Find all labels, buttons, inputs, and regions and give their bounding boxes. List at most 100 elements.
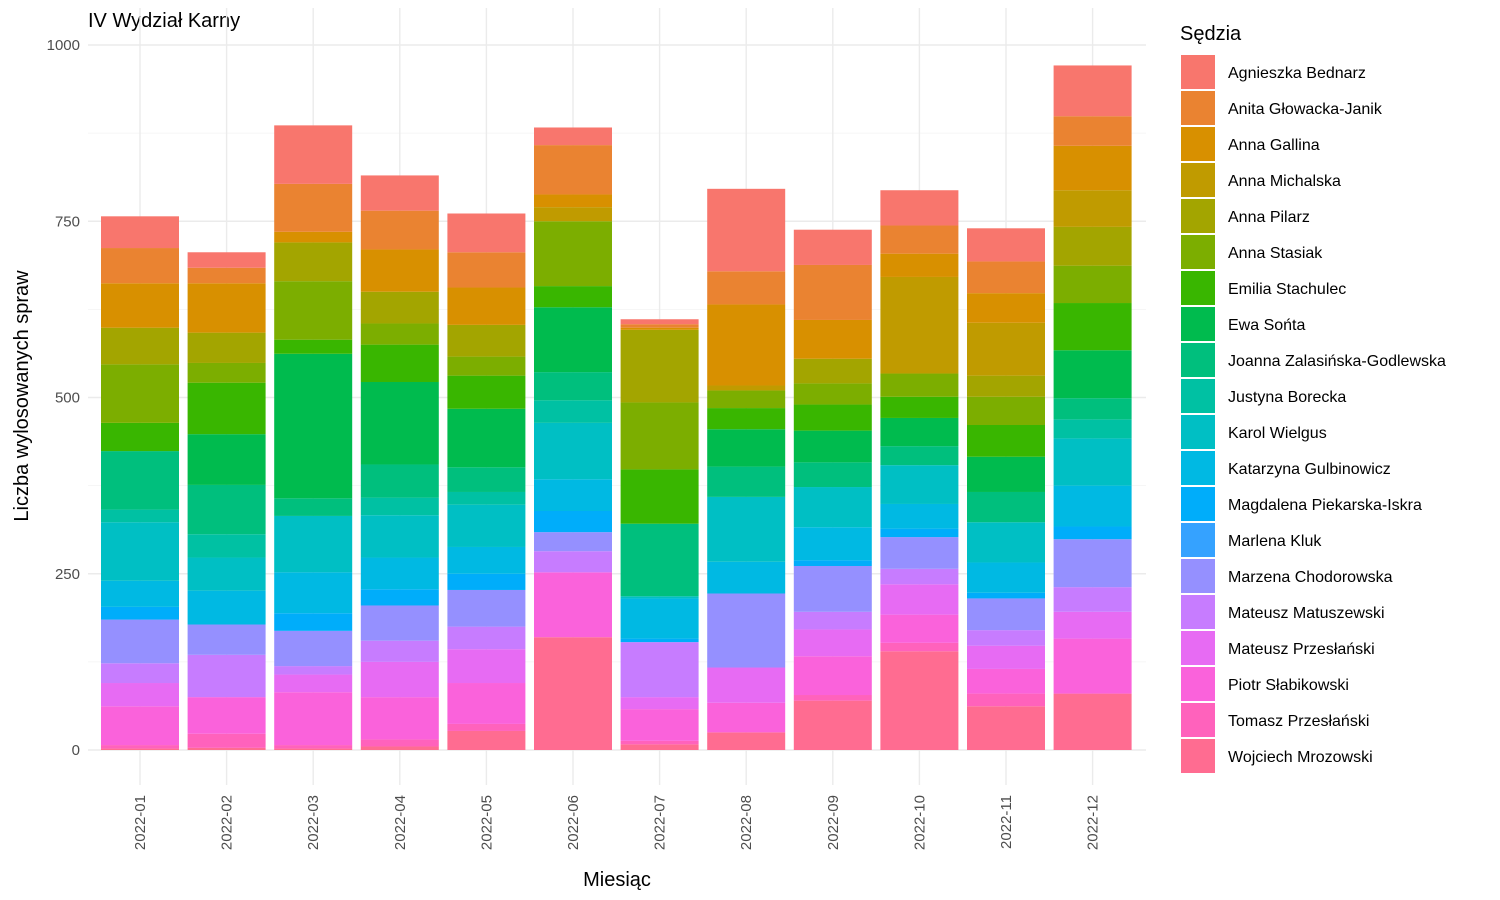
y-axis-ticks: 0 250 500 750 1000 [47, 37, 80, 759]
bar-segment [967, 322, 1045, 376]
bar-segment [967, 592, 1045, 599]
legend-key [1181, 415, 1215, 449]
legend-item: Marlena Kluk [1181, 523, 1322, 557]
legend-key [1181, 199, 1215, 233]
bar-segment [880, 503, 959, 529]
bar-segment [967, 706, 1045, 750]
bar-segment [620, 523, 699, 597]
bar-segment [967, 693, 1045, 707]
bar-segment [360, 497, 439, 516]
legend-key [1181, 307, 1215, 341]
bar-segment [534, 372, 612, 401]
bar-segment [274, 281, 353, 340]
bar-segment [187, 382, 266, 435]
legend-key [1181, 667, 1215, 701]
bar-segment [707, 732, 786, 750]
bar-segment [967, 598, 1045, 631]
bar-segment [274, 183, 353, 232]
bar-segment [620, 598, 699, 639]
bar-segment [101, 248, 179, 284]
bar-segment [360, 323, 439, 345]
bar-segment [360, 381, 439, 465]
legend-label: Marzena Chodorowska [1228, 569, 1393, 586]
bar-segment [274, 613, 353, 631]
bar-segment [274, 630, 353, 667]
x-tick-label: 2022-02 [219, 795, 236, 850]
bar-segment [620, 596, 699, 599]
bar-segment [1053, 438, 1132, 486]
bar-segment [447, 356, 526, 376]
bar-segment [1053, 485, 1132, 527]
bar-segment [793, 565, 872, 612]
bar-segment [707, 304, 786, 386]
bar-segment [620, 324, 699, 328]
bar-segment [793, 319, 872, 359]
y-tick-label: 500 [55, 390, 80, 407]
bar-segment [1053, 116, 1132, 146]
bar-segment [101, 327, 179, 365]
x-tick-label: 2022-06 [565, 795, 582, 850]
bar-segment [534, 286, 612, 308]
bar-segment [187, 283, 266, 333]
legend-item: Anna Stasiak [1181, 235, 1323, 269]
bar-segment [707, 385, 786, 391]
bar-segment [274, 515, 353, 573]
bar-segment [707, 466, 786, 497]
legend-key [1181, 379, 1215, 413]
bar-segment [101, 283, 179, 328]
legend-key [1181, 631, 1215, 665]
bar-segment [447, 287, 526, 325]
legend-label: Mateusz Przesłański [1228, 641, 1375, 658]
x-tick-label: 2022-08 [738, 795, 755, 850]
bar-segment [1053, 398, 1132, 420]
bar-segment [101, 606, 179, 620]
bar-segment [534, 145, 612, 195]
bar-segment [967, 645, 1045, 669]
bar-segment [360, 589, 439, 606]
bar-segment [707, 429, 786, 467]
bar-segment [360, 464, 439, 498]
bar-segment [187, 590, 266, 625]
bar-segment [620, 329, 699, 403]
bar-segment [620, 638, 699, 643]
bar-stack-2022-11 [967, 228, 1045, 750]
bar-segment [880, 373, 959, 397]
bar-segment [274, 666, 353, 675]
bar-segment [793, 527, 872, 561]
legend-label: Anna Michalska [1228, 173, 1341, 190]
bars [101, 65, 1132, 750]
x-tick-label: 2022-11 [998, 795, 1015, 849]
bar-segment [707, 561, 786, 594]
bar-segment [1053, 419, 1132, 439]
bar-segment [274, 498, 353, 516]
bar-segment [274, 692, 353, 746]
bar-segment [101, 422, 179, 452]
bar-segment [1053, 350, 1132, 399]
bar-segment [880, 190, 959, 226]
bar-segment [101, 663, 179, 684]
bar-segment [880, 446, 959, 466]
bar-segment [534, 479, 612, 512]
bar-segment [447, 467, 526, 492]
bar-segment [620, 402, 699, 470]
bar-segment [534, 637, 612, 750]
bar-stack-2022-07 [620, 319, 699, 750]
bar-segment [187, 733, 266, 748]
bar-segment [880, 276, 959, 374]
bar-segment [793, 462, 872, 488]
legend-key [1181, 595, 1215, 629]
bar-segment [447, 504, 526, 547]
legend-item: Wojciech Mrozowski [1181, 739, 1373, 773]
y-tick-label: 250 [55, 566, 80, 583]
bar-segment [274, 674, 353, 693]
bar-segment [620, 740, 699, 745]
bar-segment [534, 511, 612, 533]
bar-segment [880, 396, 959, 418]
bar-segment [793, 264, 872, 320]
bar-segment [360, 640, 439, 662]
legend: Sędzia Agnieszka Bednarz Anita Głowacka-J… [1180, 23, 1446, 773]
bar-segment [620, 744, 699, 750]
bar-segment [620, 642, 699, 698]
bar-segment [967, 630, 1045, 646]
